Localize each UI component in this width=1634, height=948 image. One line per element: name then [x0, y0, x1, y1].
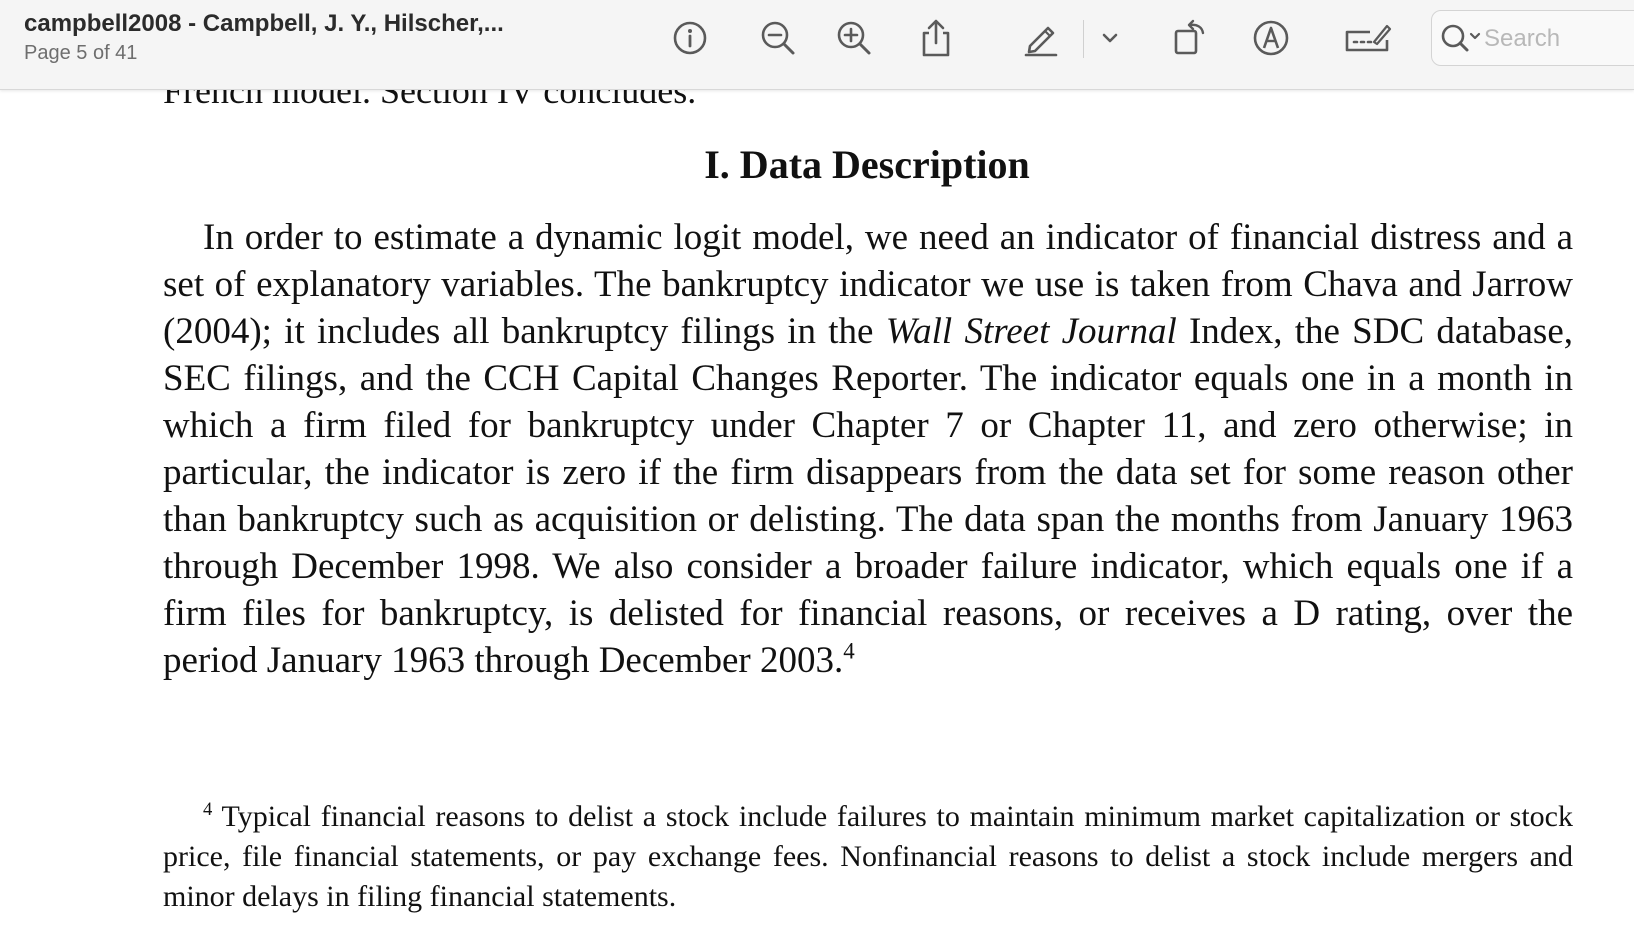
chevron-down-icon: [1102, 33, 1118, 43]
signature-icon: [1345, 24, 1392, 52]
footnote: 4 Typical financial reasons to delist a …: [163, 797, 1573, 917]
paragraph-text-part-2: Index, the SDC database, SEC filings, an…: [163, 311, 1574, 681]
share-button[interactable]: [915, 17, 957, 59]
highlight-menu-button[interactable]: [1090, 17, 1130, 59]
toolbar-separator: [1083, 20, 1084, 58]
footnote-text: Typical financial reasons to delist a st…: [163, 800, 1573, 913]
footnote-marker: 4: [203, 799, 213, 820]
footnote-reference[interactable]: 4: [843, 638, 855, 664]
zoom-in-button[interactable]: [833, 17, 875, 59]
rotate-button[interactable]: [1169, 17, 1211, 59]
zoom-out-icon: [761, 21, 795, 55]
markup-button[interactable]: [1250, 17, 1292, 59]
search-icon: [1441, 24, 1481, 52]
rotate-icon: [1174, 19, 1205, 55]
info-button[interactable]: [669, 17, 711, 59]
highlight-button[interactable]: [1020, 17, 1062, 59]
zoom-in-icon: [837, 21, 871, 55]
paragraph-text-part-1: In order to estimate a dynamic logit mod…: [163, 217, 1573, 352]
document-title: campbell2008 - Campbell, J. Y., Hilscher…: [24, 10, 504, 37]
markup-icon: [1253, 20, 1289, 56]
info-icon: [673, 21, 707, 55]
section-heading: I. Data Description: [704, 142, 1030, 187]
search-input[interactable]: [1484, 23, 1634, 55]
zoom-out-button[interactable]: [757, 17, 799, 59]
body-paragraph: In order to estimate a dynamic logit mod…: [163, 214, 1573, 684]
share-icon: [922, 19, 950, 57]
journal-name-italic: Wall Street Journal: [885, 311, 1177, 352]
signature-button[interactable]: [1343, 17, 1393, 59]
search-options-button[interactable]: [1440, 23, 1486, 55]
search-field[interactable]: [1431, 10, 1634, 66]
highlight-pen-icon: [1024, 26, 1058, 57]
window-toolbar: campbell2008 - Campbell, J. Y., Hilscher…: [0, 0, 1634, 90]
page-indicator: Page 5 of 41: [24, 42, 138, 64]
